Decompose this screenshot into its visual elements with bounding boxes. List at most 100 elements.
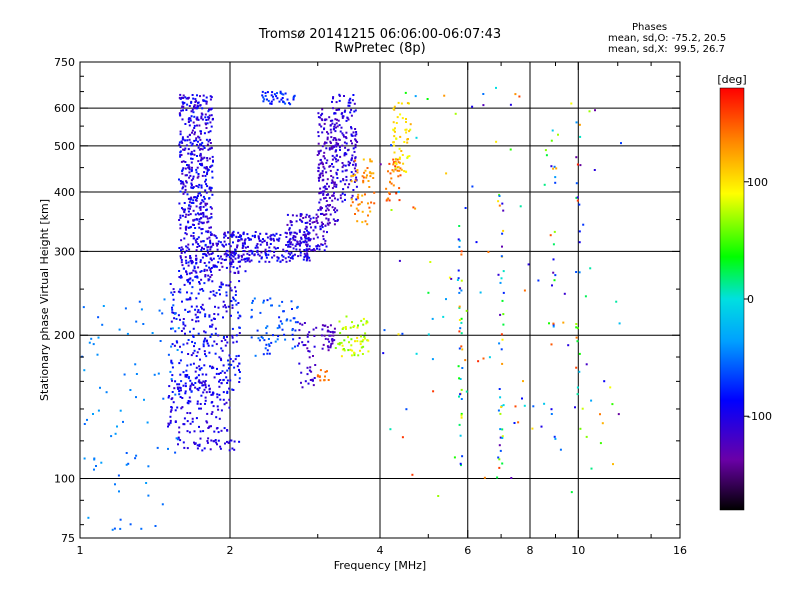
- data-point: [328, 196, 331, 199]
- data-point: [331, 180, 334, 183]
- data-point: [550, 343, 553, 346]
- data-point: [188, 272, 191, 275]
- y-tick-label: 200: [54, 329, 75, 342]
- data-point: [288, 227, 291, 230]
- data-point: [113, 527, 116, 530]
- data-point: [301, 386, 304, 389]
- data-point: [332, 165, 335, 168]
- data-point: [167, 425, 169, 428]
- data-point: [360, 201, 363, 204]
- data-point: [349, 326, 352, 329]
- data-point: [332, 218, 335, 221]
- data-point: [195, 218, 198, 220]
- data-point: [333, 112, 336, 115]
- data-point: [195, 199, 198, 202]
- data-point: [329, 124, 332, 127]
- data-point: [170, 327, 172, 330]
- data-point: [362, 345, 365, 348]
- data-point: [198, 365, 201, 368]
- data-point: [168, 395, 171, 397]
- data-point: [171, 308, 174, 311]
- data-point: [192, 352, 195, 355]
- data-point: [228, 387, 231, 390]
- data-point: [281, 97, 284, 99]
- data-point: [224, 339, 227, 341]
- data-point: [318, 177, 321, 180]
- data-point: [189, 296, 192, 299]
- data-point: [202, 391, 205, 394]
- data-point: [185, 271, 188, 274]
- data-point: [195, 196, 198, 199]
- data-point: [308, 369, 311, 372]
- data-point: [227, 250, 230, 253]
- data-point: [183, 191, 186, 194]
- data-point: [289, 220, 292, 222]
- data-point: [220, 283, 223, 286]
- data-point: [397, 190, 400, 193]
- data-point: [308, 248, 311, 250]
- data-point: [211, 170, 214, 173]
- data-point: [332, 176, 335, 179]
- data-point: [180, 154, 183, 156]
- data-point: [260, 336, 263, 338]
- data-point: [192, 97, 195, 100]
- data-point: [409, 128, 412, 131]
- data-point: [187, 377, 190, 380]
- data-point: [319, 173, 322, 176]
- data-point: [182, 323, 185, 326]
- data-point: [223, 253, 226, 256]
- data-point: [200, 164, 203, 166]
- data-point: [322, 343, 325, 346]
- data-point: [83, 457, 86, 460]
- data-point: [208, 236, 211, 239]
- data-point: [187, 120, 190, 123]
- data-point: [319, 207, 322, 210]
- data-point: [192, 177, 195, 180]
- data-point: [322, 192, 325, 195]
- data-point: [179, 146, 182, 148]
- data-point: [351, 134, 354, 137]
- data-point: [458, 305, 461, 308]
- data-point: [191, 261, 194, 264]
- data-point: [204, 315, 207, 318]
- data-point: [231, 447, 234, 450]
- data-point: [559, 448, 562, 451]
- data-point: [309, 379, 312, 381]
- data-point: [171, 366, 174, 369]
- data-point: [211, 252, 214, 255]
- data-point: [309, 238, 312, 241]
- data-point: [348, 183, 351, 186]
- data-point: [188, 105, 191, 107]
- data-point: [201, 148, 204, 151]
- data-point: [180, 252, 183, 254]
- data-point: [202, 289, 205, 292]
- data-point: [229, 270, 232, 273]
- data-point: [458, 377, 461, 380]
- data-point: [351, 157, 353, 160]
- data-point: [208, 114, 211, 117]
- data-point: [393, 144, 396, 147]
- data-point: [204, 331, 207, 334]
- data-point: [276, 247, 279, 249]
- data-point: [170, 409, 173, 412]
- data-point: [204, 274, 207, 276]
- data-point: [206, 412, 209, 415]
- data-point: [260, 251, 263, 254]
- data-point: [196, 246, 199, 248]
- data-point: [218, 269, 221, 271]
- data-point: [181, 136, 184, 139]
- data-point: [179, 190, 182, 193]
- data-point: [206, 173, 208, 176]
- data-point: [204, 167, 207, 170]
- data-point: [579, 164, 582, 167]
- data-point: [205, 102, 208, 105]
- data-point: [178, 143, 181, 146]
- data-point: [331, 187, 334, 190]
- data-point: [394, 165, 397, 168]
- data-point: [206, 339, 208, 342]
- data-point: [290, 300, 293, 303]
- data-point: [269, 297, 272, 300]
- data-point: [200, 158, 203, 161]
- data-point: [185, 259, 188, 262]
- data-point: [578, 203, 581, 206]
